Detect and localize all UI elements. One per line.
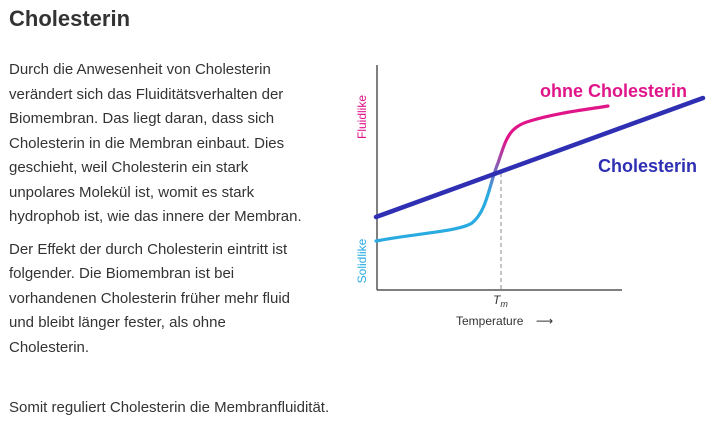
ohne-cholesterin-curve [374, 104, 610, 243]
cholesterin-line [373, 95, 706, 220]
paragraph-2: Der Effekt der durch Cholesterin eintrit… [9, 240, 290, 356]
paragraph-1: Durch die Anwesenheit von Cholesterin ve… [9, 61, 302, 225]
body-text: Durch die Anwesenheit von Cholesterin ve… [9, 58, 309, 368]
x-label-temperature: Temperature [456, 314, 524, 328]
y-label-fluidlike: Fluidlike [355, 95, 369, 139]
tm-label-sub: m [500, 299, 508, 309]
x-axis-arrow-icon: ⟶ [536, 314, 553, 328]
page-title: Cholesterin [9, 6, 131, 31]
series-label-cholesterin: Cholesterin [598, 156, 697, 176]
tm-label-main: T [493, 293, 502, 307]
summary-paragraph: Somit reguliert Cholesterin die Membranf… [9, 399, 330, 416]
y-label-solidlike: Solidlike [355, 238, 369, 283]
tm-label: Tm [493, 293, 508, 309]
fluidity-diagram-svg: Fluidlike Solidlike Tm Temperature ⟶ ohn… [355, 65, 706, 328]
fluidity-diagram: Fluidlike Solidlike Tm Temperature ⟶ ohn… [340, 55, 717, 345]
series-label-ohne-cholesterin: ohne Cholesterin [540, 81, 687, 101]
